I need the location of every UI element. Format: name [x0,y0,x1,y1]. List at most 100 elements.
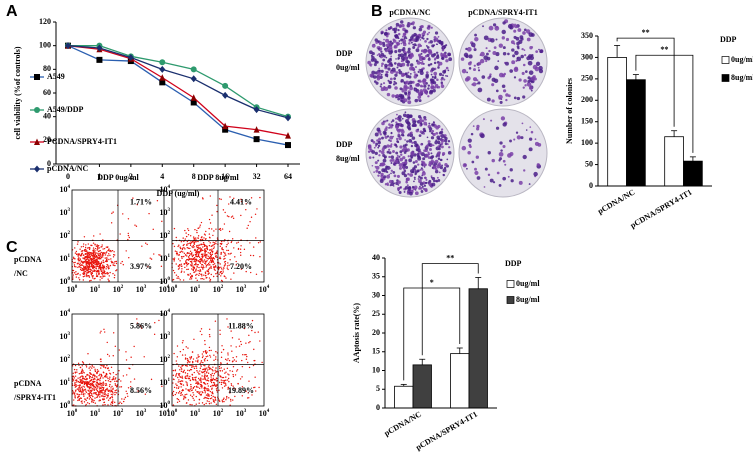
event-dot [182,342,183,343]
event-dot [94,270,95,271]
colony-dot [427,87,430,90]
column-header: DDP 0ug/ml [97,173,139,182]
event-dot [188,252,189,253]
event-dot [210,279,211,280]
event-dot [102,256,103,257]
log-exponent: 3 [168,208,171,213]
colony-dot [428,84,430,86]
event-dot [84,261,85,262]
event-dot [94,267,95,268]
event-dot [223,251,224,252]
event-dot [115,378,116,379]
event-dot [190,384,191,385]
event-dot [90,393,91,394]
event-dot [112,388,113,389]
event-dot [119,401,120,402]
log-base: 10 [67,285,75,294]
colony-dot [390,50,393,53]
event-dot [201,259,202,260]
event-dot [104,394,105,395]
event-dot [84,267,85,268]
event-dot [188,230,189,231]
event-dot [209,347,210,348]
event-dot [258,387,259,388]
colony-dot [374,63,377,66]
event-dot [106,266,107,267]
event-dot [212,261,213,262]
event-dot [83,273,84,274]
event-dot [92,276,93,277]
event-dot [185,388,186,389]
event-dot [97,258,98,259]
event-dot [77,397,78,398]
event-dot [81,246,82,247]
event-dot [223,267,224,268]
colony-dot [430,152,432,154]
event-dot [204,252,205,253]
event-dot [75,372,76,373]
event-dot [194,249,195,250]
colony-dot [414,178,416,180]
colony-dot [420,69,423,72]
y-tick-label: 100 [39,40,51,49]
event-dot [194,372,195,373]
colony-dot [411,145,413,147]
event-dot [75,375,76,376]
colony-dot [429,180,432,183]
colony-dot [435,168,438,171]
event-dot [220,246,221,247]
event-dot [151,258,152,259]
event-dot [181,392,182,393]
colony-dot [447,52,451,56]
colony-dot [509,69,513,73]
data-point [285,142,291,148]
colony-dot [474,37,478,41]
colony-dot [380,51,382,53]
event-dot [224,212,225,213]
log-exponent: 3 [68,332,71,337]
log-exponent: 4 [168,309,171,314]
colony-dot [505,93,509,97]
colony-dot [490,38,495,43]
event-dot [211,382,212,383]
colony-dot [483,118,485,120]
colony-dot [405,143,408,146]
event-dot [205,369,206,370]
event-dot [116,385,117,386]
event-dot [200,269,201,270]
event-dot [181,256,182,257]
log-exponent: 0 [68,277,71,282]
culture-plate [366,109,454,197]
colony-dot [407,50,411,54]
colony-dot [441,146,444,149]
colony-dot [412,44,414,46]
panel-letter: A [6,3,18,20]
event-dot [201,334,202,335]
event-dot [100,390,101,391]
event-dot [95,254,96,255]
event-dot [202,379,203,380]
event-dot [111,379,112,380]
event-dot [92,250,93,251]
quadrant-percent: 3.97% [130,262,152,271]
event-dot [82,386,83,387]
event-dot [189,389,190,390]
event-dot [190,395,191,396]
colony-dot [503,73,505,75]
colony-dot [390,173,392,175]
event-dot [121,386,122,387]
log-tick-label: 103 [136,409,147,418]
event-dot [195,270,196,271]
log-tick-label: 102 [213,409,224,418]
event-dot [191,404,192,405]
colony-dot [396,66,398,68]
event-dot [202,353,203,354]
event-dot [107,278,108,279]
event-dot [181,268,182,269]
event-dot [107,389,108,390]
event-dot [206,394,207,395]
colony-dot [526,129,528,131]
event-dot [191,278,192,279]
event-dot [196,403,197,404]
event-dot [184,376,185,377]
